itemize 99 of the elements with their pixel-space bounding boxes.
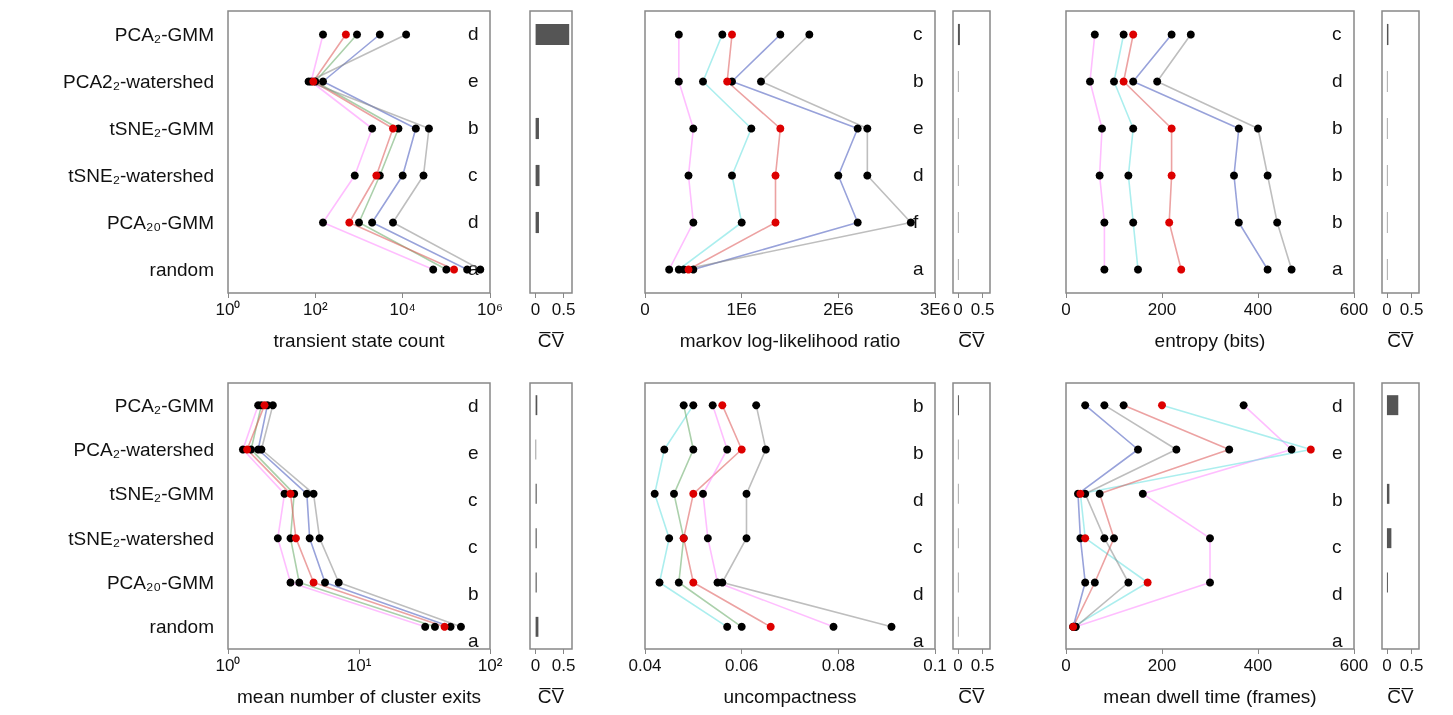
x-tick-label: 0 (530, 656, 541, 675)
bar (1386, 395, 1399, 416)
x-tick-label: 0.5 (1399, 300, 1424, 319)
annotation: b (1332, 210, 1343, 232)
x-tick-label: 0.04 (628, 656, 662, 675)
bar (1386, 528, 1392, 549)
y-tick-label: tSNE₂-GMM (109, 483, 214, 505)
x-tick-label: 0 (1382, 656, 1392, 675)
x-tick-label: 0 (640, 300, 650, 319)
annotation: e (468, 441, 479, 463)
annotation: e (913, 116, 924, 138)
annotation: d (913, 163, 924, 185)
annotation: c (1332, 535, 1342, 557)
x-tick-label: 400 (1243, 656, 1273, 675)
x-tick-label: 0.5 (551, 656, 576, 675)
annotation: b (913, 441, 924, 463)
x-tick-label: 0 (1382, 300, 1392, 319)
x-tick-label: 0 (1061, 656, 1071, 675)
annotation: d (1332, 394, 1343, 416)
x-tick-label: 0.1 (923, 656, 947, 675)
x-tick-label: 0.5 (970, 656, 995, 675)
x-tick-label: 0 (953, 300, 963, 319)
x-axis-title: C̅V̅ (1387, 686, 1415, 707)
x-axis-title: uncompactness (723, 686, 857, 707)
bar (535, 23, 570, 46)
x-tick-label: 0 (1061, 300, 1071, 319)
annotation: d (468, 210, 479, 232)
annotation: a (1332, 629, 1343, 651)
annotation: d (1332, 582, 1343, 604)
x-tick-label: 600 (1339, 656, 1369, 675)
annotation: b (1332, 163, 1343, 185)
annotation: b (468, 582, 479, 604)
annotation: e (1332, 441, 1343, 463)
annotation: a (913, 629, 924, 651)
annotation: b (1332, 488, 1343, 510)
x-tick-label: 0.5 (1399, 656, 1424, 675)
y-tick-label: random (149, 259, 214, 280)
x-axis-title: mean dwell time (frames) (1103, 686, 1317, 707)
y-tick-label: PCA₂₀-GMM (106, 212, 214, 233)
x-axis-title: C̅V̅ (1387, 330, 1415, 351)
x-tick-label: 0 (953, 656, 963, 675)
x-axis-title: C̅V̅ (537, 686, 565, 707)
annotation: c (468, 163, 478, 185)
x-tick-label: 400 (1243, 300, 1273, 319)
annotation: a (1332, 257, 1343, 279)
x-tick-label: 0 (530, 300, 541, 319)
x-tick-label: 3E6 (919, 300, 951, 319)
x-axis-title: entropy (bits) (1154, 330, 1266, 351)
y-tick-label: tSNE₂-watershed (68, 527, 214, 549)
x-tick-label: 600 (1339, 300, 1369, 319)
x-tick-label: 1E6 (726, 300, 757, 319)
annotation: d (1332, 69, 1343, 91)
annotation: d (913, 488, 924, 510)
x-axis-title: transient state count (273, 330, 446, 351)
x-tick-label: 0.06 (725, 656, 759, 675)
y-tick-label: PCA₂-watershed (73, 439, 214, 460)
y-tick-label: PCA₂-GMM (114, 394, 214, 416)
annotation: c (468, 488, 478, 510)
x-tick-label: 10⁰ (215, 656, 241, 675)
x-tick-label: 10⁰ (215, 300, 241, 319)
annotation: b (913, 69, 924, 91)
x-tick-label: 10⁴ (389, 300, 416, 319)
y-tick-label: PCA2₂-watershed (63, 71, 214, 92)
x-tick-label: 10⁶ (477, 300, 503, 319)
x-tick-label: 2E6 (823, 300, 854, 319)
annotation: a (913, 257, 924, 279)
annotation: a (468, 629, 479, 651)
annotation: d (913, 582, 924, 604)
x-tick-label: 10¹ (346, 656, 372, 675)
annotation: c (913, 535, 923, 557)
annotation: c (468, 535, 478, 557)
annotation: e (468, 69, 479, 91)
x-tick-label: 0.5 (551, 300, 576, 319)
y-tick-label: random (149, 616, 214, 638)
x-axis-title: C̅V̅ (958, 330, 986, 351)
annotation: b (468, 116, 479, 138)
x-axis-title: C̅V̅ (537, 330, 565, 351)
annotation: d (468, 22, 479, 44)
annotation: b (1332, 116, 1343, 138)
annotation: d (468, 394, 479, 416)
x-tick-label: 0.5 (970, 300, 995, 319)
annotation: f (913, 210, 919, 232)
y-tick-label: tSNE₂-GMM (109, 118, 214, 139)
x-axis-title: markov log-likelihood ratio (679, 330, 901, 351)
x-tick-label: 0.08 (821, 656, 855, 675)
y-tick-label: tSNE₂-watershed (68, 165, 214, 186)
x-axis-title: C̅V̅ (958, 686, 986, 707)
annotation: a (468, 257, 479, 279)
x-tick-label: 200 (1147, 656, 1177, 675)
x-tick-label: 10² (477, 656, 503, 675)
annotation: c (1332, 22, 1342, 44)
x-axis-title: mean number of cluster exits (237, 686, 481, 707)
annotation: b (913, 394, 924, 416)
annotation: c (913, 22, 923, 44)
bar (535, 164, 540, 187)
x-tick-label: 200 (1147, 300, 1177, 319)
y-tick-label: PCA₂₀-GMM (106, 572, 214, 593)
y-tick-label: PCA₂-GMM (114, 24, 214, 45)
x-tick-label: 10² (303, 300, 328, 319)
